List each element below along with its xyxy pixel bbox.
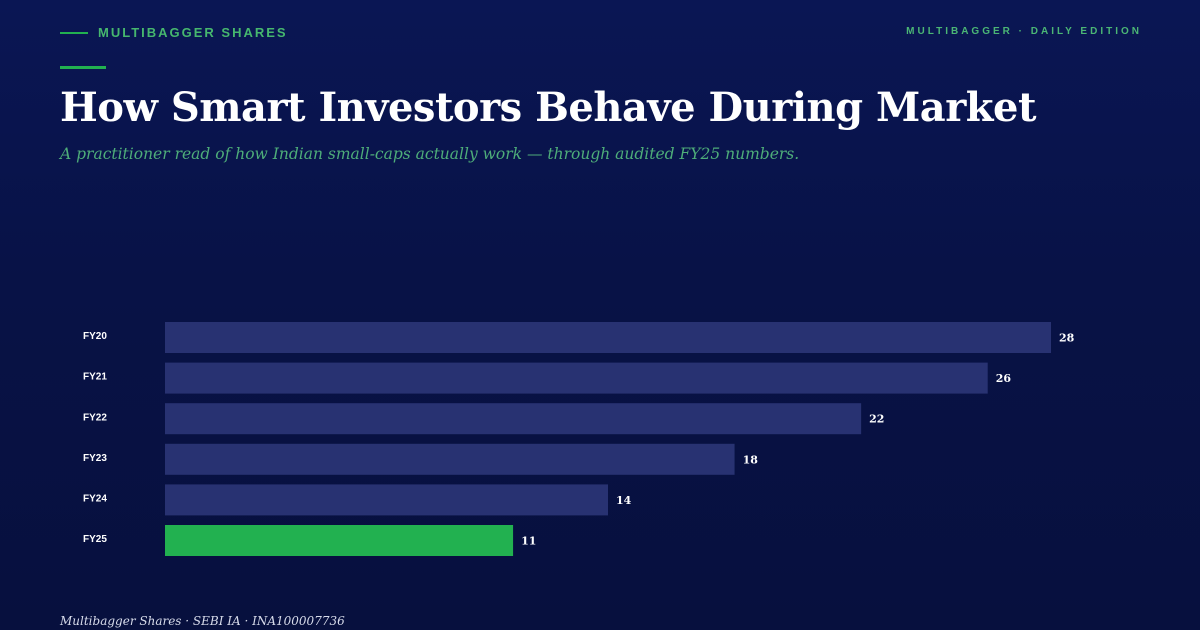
value-label-fy21: 26 [996, 372, 1012, 385]
kicker: MULTIBAGGER SHARES [60, 25, 288, 40]
value-label-fy20: 28 [1059, 332, 1075, 345]
category-label-fy25: FY25 [83, 534, 107, 545]
kicker-text: MULTIBAGGER SHARES [98, 25, 288, 40]
value-label-fy25: 11 [521, 535, 536, 548]
value-label-fy22: 22 [869, 413, 884, 426]
value-label-fy23: 18 [743, 453, 759, 466]
bar-fy23 [165, 443, 735, 475]
bar-fy20 [165, 322, 1051, 353]
bar-fy25 [165, 525, 514, 556]
footer-credit: Multibagger Shares · SEBI IA · INA100007… [60, 614, 345, 628]
page-title: How Smart Investors Behave During Market [60, 84, 1036, 131]
category-label-fy20: FY20 [83, 331, 107, 342]
edition-label: MULTIBAGGER · DAILY EDITION [906, 26, 1142, 37]
bar-fy22 [165, 403, 862, 435]
kicker-accent-line [60, 31, 88, 34]
bar-fy24 [165, 484, 608, 516]
bar-fy21 [165, 362, 988, 394]
category-label-fy22: FY22 [83, 412, 107, 423]
category-label-fy23: FY23 [83, 453, 107, 464]
title-accent-rule [60, 66, 106, 69]
value-label-fy24: 14 [616, 494, 632, 507]
page-subtitle: A practitioner read of how Indian small-… [60, 145, 800, 163]
category-label-fy21: FY21 [83, 372, 107, 383]
category-label-fy24: FY24 [83, 494, 107, 505]
